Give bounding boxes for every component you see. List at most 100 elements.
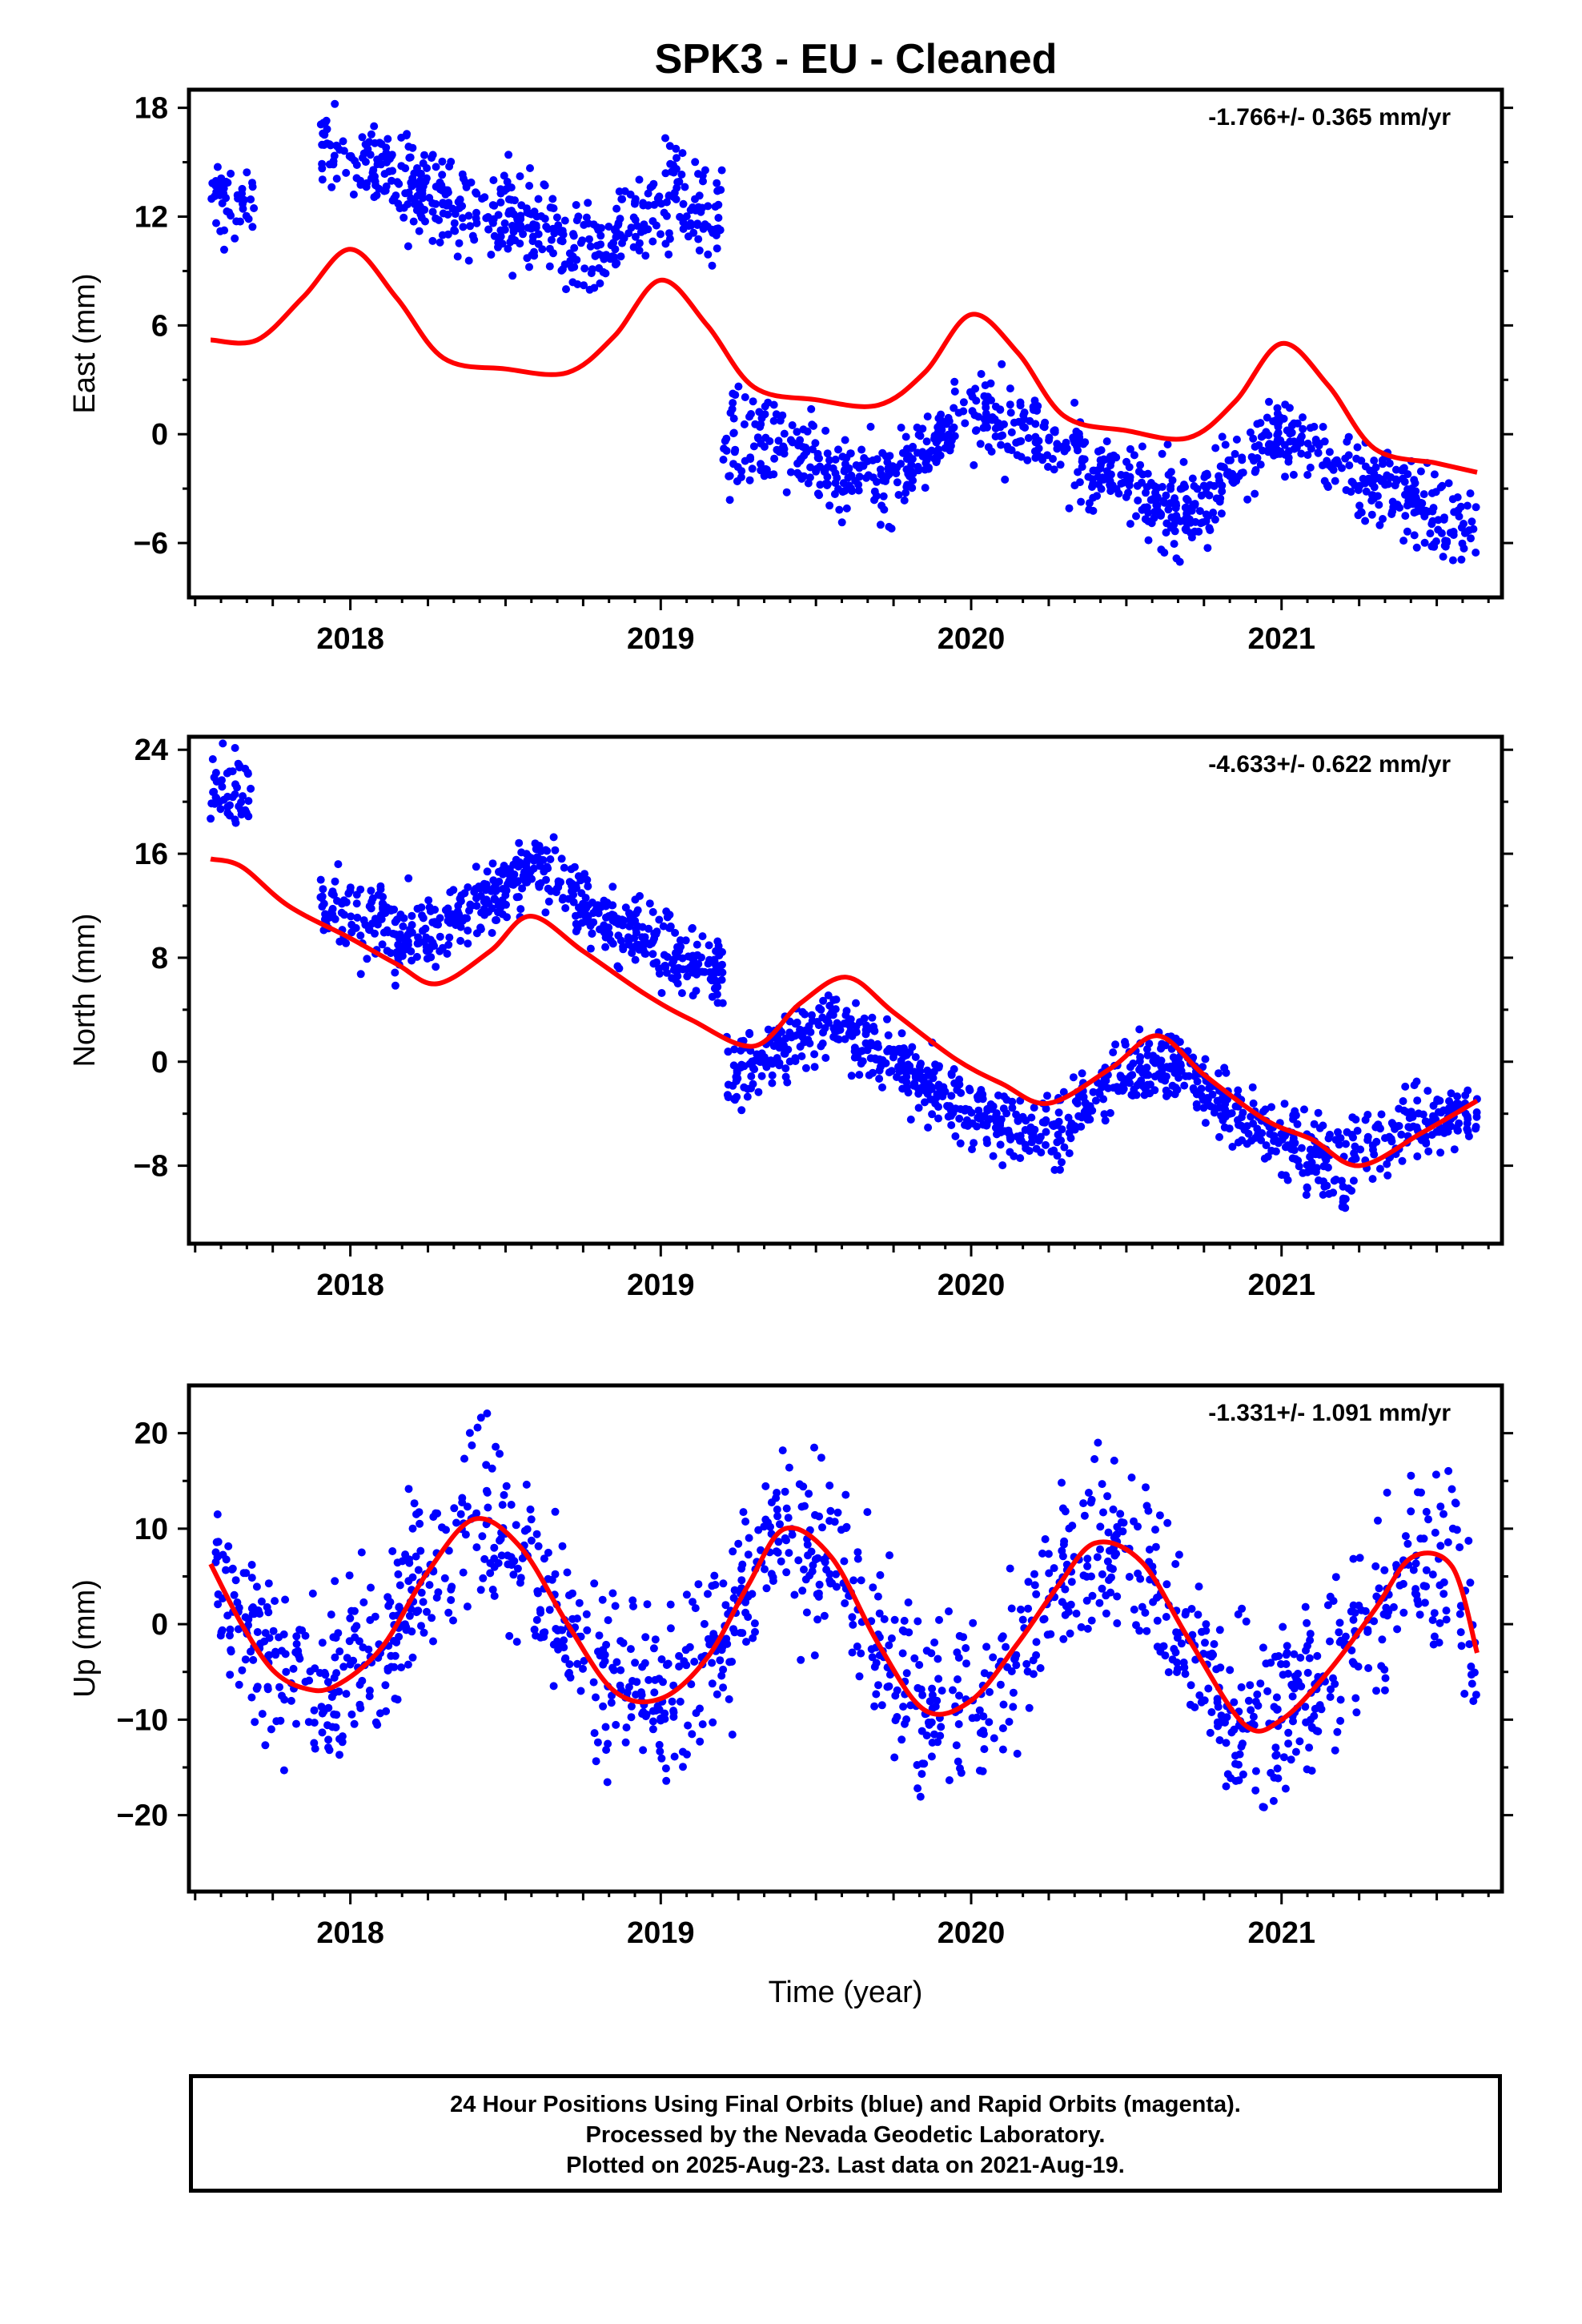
data-point (608, 1691, 616, 1700)
data-point (488, 1464, 496, 1473)
data-point (751, 1627, 759, 1636)
data-point (444, 188, 452, 197)
data-point (1023, 456, 1032, 464)
data-point (244, 215, 253, 223)
x-tick-label: 2018 (316, 1916, 384, 1950)
data-point (1127, 1474, 1136, 1482)
data-point (1219, 463, 1228, 472)
data-point (879, 476, 887, 485)
data-point (834, 485, 842, 493)
data-point (909, 476, 917, 485)
data-point (632, 925, 640, 934)
data-point (938, 425, 946, 434)
data-point (507, 1501, 516, 1509)
data-point (1401, 1532, 1410, 1541)
data-point (636, 891, 644, 900)
data-point (1323, 1601, 1332, 1610)
data-point (1082, 1596, 1091, 1605)
plot-frame (187, 1383, 1504, 1894)
data-point (845, 464, 853, 473)
data-point (955, 1691, 963, 1700)
data-point (1235, 1760, 1243, 1769)
data-point (842, 1007, 851, 1015)
data-point (438, 171, 447, 179)
data-point (691, 158, 700, 167)
data-point (656, 1747, 665, 1755)
data-point (813, 453, 822, 462)
data-point (579, 899, 587, 908)
data-point (689, 991, 697, 1000)
data-point (813, 1018, 821, 1026)
data-point (458, 1498, 467, 1507)
data-point (897, 1735, 906, 1744)
data-point (228, 793, 237, 802)
data-point (900, 1627, 909, 1636)
data-point (982, 1642, 991, 1651)
data-point (329, 160, 338, 169)
data-point (1146, 496, 1155, 505)
data-point (1142, 1045, 1151, 1054)
data-point (1132, 1091, 1141, 1100)
data-point (1106, 1588, 1115, 1597)
data-point (527, 1536, 536, 1545)
data-point (339, 137, 347, 146)
data-point (1162, 1580, 1171, 1589)
data-point (264, 1608, 273, 1617)
data-point (516, 905, 525, 914)
data-point (999, 1104, 1008, 1113)
data-point (998, 1161, 1007, 1170)
data-point (1030, 1570, 1038, 1578)
data-point (442, 1526, 450, 1534)
data-point (1371, 463, 1380, 472)
data-point (728, 1731, 737, 1739)
data-point (548, 1575, 556, 1584)
data-point (883, 1015, 891, 1023)
data-point (885, 1068, 893, 1077)
data-point (1164, 505, 1173, 514)
data-point (956, 1764, 964, 1773)
data-point (768, 1079, 777, 1088)
data-point (1444, 479, 1453, 488)
data-point (420, 1628, 428, 1637)
data-point (1130, 1605, 1138, 1614)
data-point (599, 1702, 608, 1711)
data-point (1437, 1108, 1446, 1117)
data-point (996, 1680, 1005, 1689)
data-point (672, 195, 681, 203)
data-point (1041, 418, 1050, 427)
data-point (472, 894, 480, 903)
data-point (778, 444, 787, 452)
data-point (407, 179, 416, 187)
data-point (568, 278, 577, 287)
data-point (458, 202, 467, 211)
data-point (294, 1647, 303, 1655)
data-point (797, 1655, 805, 1664)
data-point (833, 1508, 842, 1517)
data-point (986, 1100, 995, 1108)
data-point (761, 1565, 769, 1574)
data-point (327, 1610, 335, 1619)
data-point (379, 893, 387, 901)
data-point (1096, 1545, 1104, 1554)
data-point (1146, 1080, 1154, 1089)
data-point (1351, 1609, 1359, 1617)
data-point (809, 445, 817, 454)
data-point (218, 199, 227, 207)
data-point (1106, 1563, 1114, 1572)
data-point (425, 1581, 434, 1590)
data-point (458, 214, 467, 223)
y-axis-label: North (mm) (68, 913, 102, 1067)
data-point (1081, 438, 1090, 447)
data-point (549, 833, 558, 842)
data-point (488, 929, 496, 937)
data-point (1166, 468, 1175, 476)
data-point (380, 187, 388, 195)
data-point (1109, 1048, 1118, 1057)
data-point (414, 933, 423, 942)
data-point (404, 1660, 412, 1669)
data-point (717, 166, 726, 175)
data-point (591, 251, 600, 260)
data-point (1086, 1498, 1095, 1507)
data-point (661, 1764, 670, 1773)
data-point (1283, 1642, 1291, 1651)
